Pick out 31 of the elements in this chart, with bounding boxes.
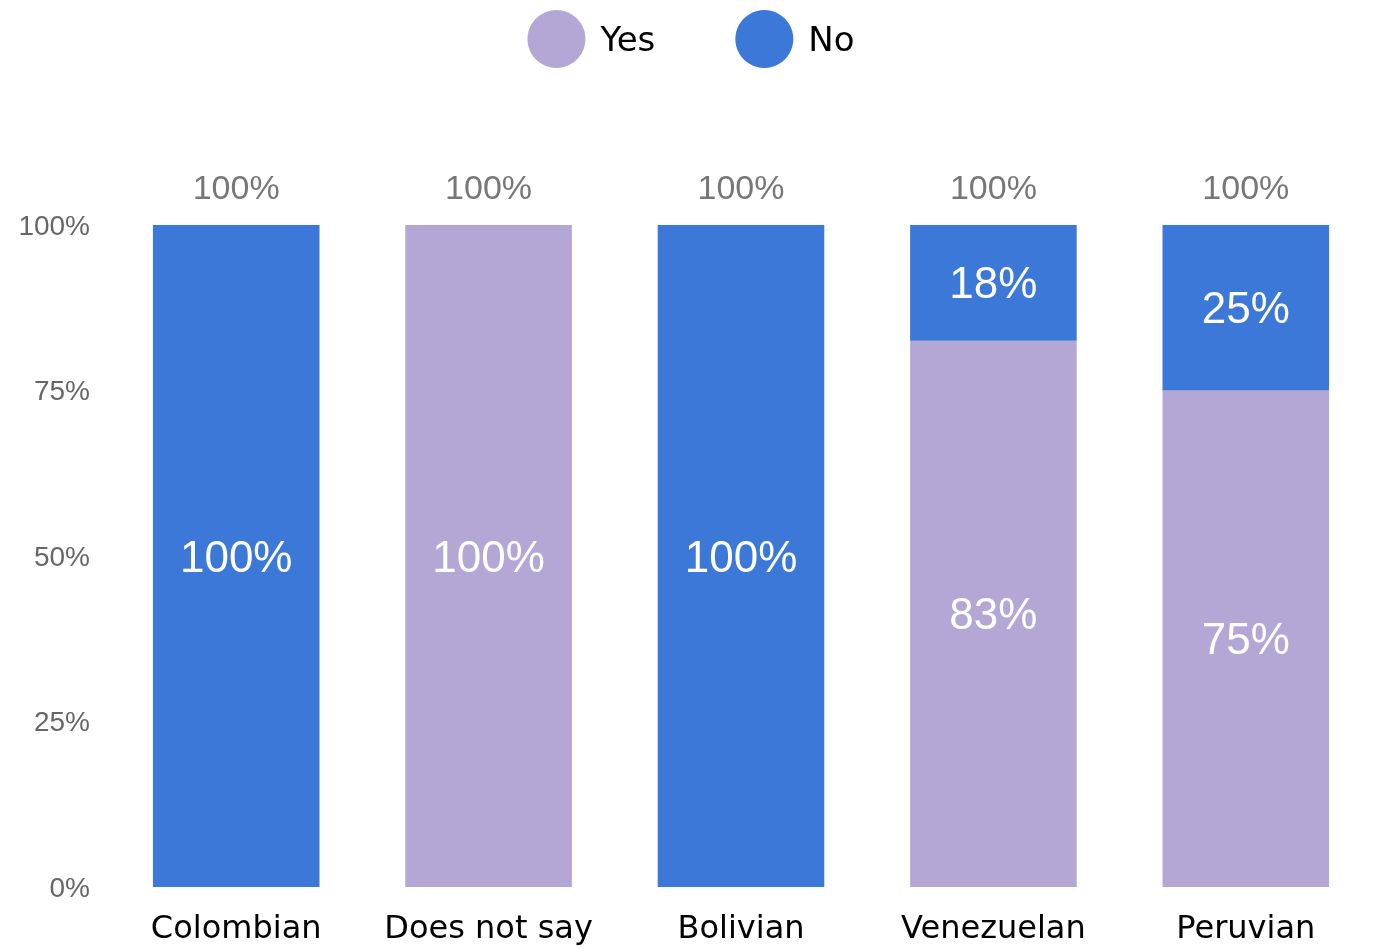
data-label: 100% (432, 531, 545, 581)
y-tick-label: 50% (33, 540, 90, 572)
x-tick-label: Colombian (150, 908, 322, 946)
total-label: 100% (445, 168, 533, 206)
bar (657, 225, 825, 887)
bar (910, 340, 1077, 887)
y-tick-label: 0% (49, 871, 90, 903)
legend-label: Yes (599, 19, 656, 59)
data-label: 25% (1201, 283, 1290, 333)
bar (405, 225, 572, 887)
y-tick-label: 75% (33, 375, 90, 406)
bar (152, 225, 320, 887)
total-label: 100% (1202, 168, 1290, 206)
data-label: 18% (949, 258, 1038, 308)
data-label: 100% (179, 531, 293, 581)
data-label: 75% (1201, 614, 1290, 664)
data-label: 100% (684, 531, 798, 581)
total-label: 100% (697, 168, 785, 206)
x-tick-label: Venezuelan (901, 908, 1086, 946)
bar (1162, 390, 1330, 887)
x-tick-label: Bolivian (677, 908, 805, 946)
bar (1162, 225, 1330, 391)
bar (910, 225, 1077, 341)
total-label: 100% (192, 168, 280, 206)
data-label: 83% (949, 589, 1038, 639)
legend-label: No (808, 19, 855, 59)
x-tick-label: Peruvian (1176, 908, 1316, 946)
y-tick-label: 100% (18, 209, 90, 241)
y-tick-label: 25% (33, 706, 90, 737)
total-label: 100% (949, 168, 1037, 206)
x-tick-label: Does not say (384, 908, 593, 946)
